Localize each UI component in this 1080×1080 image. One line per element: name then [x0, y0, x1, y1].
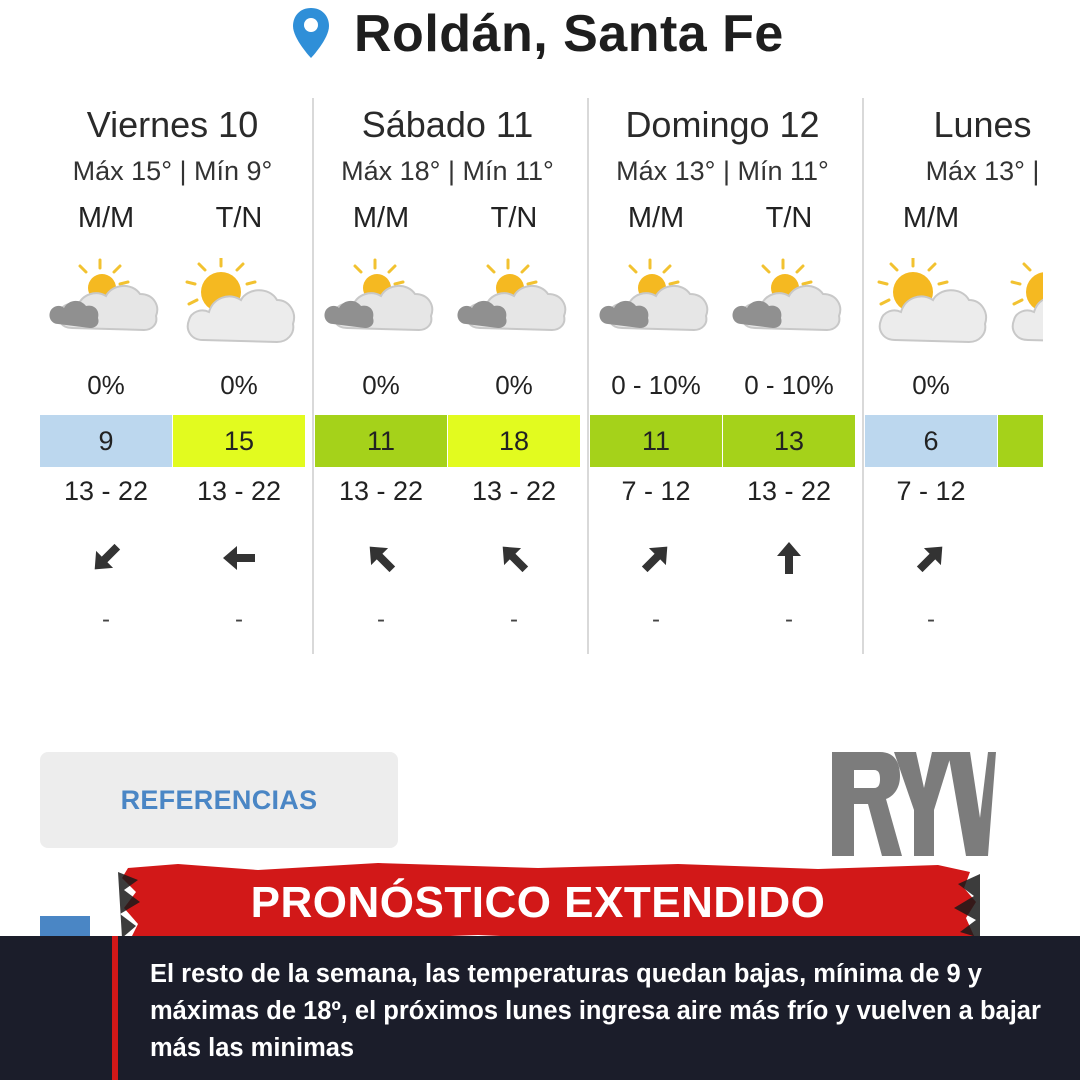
- period-label: M/M: [77, 202, 135, 234]
- temperature-cell: 15: [173, 415, 305, 467]
- gust-value: -: [927, 606, 935, 633]
- sun-cloud-icon: [873, 256, 989, 348]
- ryv-logo: [828, 748, 998, 860]
- wind-speed-range: 7 - 12: [621, 476, 691, 506]
- caption-text: El resto de la semana, las temperaturas …: [150, 960, 1041, 1062]
- rain-probability: 0 - 10%: [744, 370, 834, 400]
- caption-panel: [0, 936, 1080, 1080]
- sun-cloud-icon: [181, 256, 297, 348]
- temperature-cell: 9: [40, 415, 172, 467]
- cloud-sun-icon: [598, 258, 714, 348]
- temperature-cell: 11: [315, 415, 447, 467]
- wind-speed-range: 13 - 22: [746, 476, 832, 506]
- cloud-sun-icon: [731, 258, 847, 348]
- period-column: T/N 0% 15 13 - 22 -: [173, 98, 305, 658]
- period-label: T/N: [490, 202, 538, 234]
- period-column: M/M 0 - 10% 11 7 - 12 -: [590, 98, 722, 658]
- day-divider: [862, 98, 864, 654]
- partial-blue-element: [40, 916, 90, 938]
- rain-probability: 0%: [495, 370, 533, 400]
- arrow-up-right-icon: [636, 538, 676, 578]
- rain-probability: 0%: [912, 370, 950, 400]
- period-column: T7: [998, 98, 1043, 658]
- temperature-cell: [998, 415, 1043, 467]
- forecast-days[interactable]: Viernes 10 Máx 15° | Mín 9° M/M 0% 9 13 - 22 -…: [40, 98, 1043, 658]
- period-column: T/N 0 - 10% 13 13 - 22 -: [723, 98, 855, 658]
- cloud-sun-icon: [456, 258, 572, 348]
- arrow-up-left-icon: [494, 538, 534, 578]
- period-column: M/M 0% 6 7 - 12 -: [865, 98, 997, 658]
- gust-value: -: [235, 606, 243, 633]
- day-divider: [587, 98, 589, 654]
- temperature-cell: 11: [590, 415, 722, 467]
- day-name: Lunes 1: [933, 104, 1043, 145]
- temperature-cell: 6: [865, 415, 997, 467]
- wind-speed-range: 13 - 22: [63, 476, 149, 506]
- references-button-label: REFERENCIAS: [120, 785, 318, 815]
- references-button[interactable]: REFERENCIAS: [40, 752, 398, 848]
- period-label: T: [998, 202, 1043, 235]
- rain-probability: 0%: [87, 370, 125, 400]
- gust-value: -: [652, 606, 660, 633]
- wind-speed-range: 7: [998, 476, 1043, 507]
- rain-probability: 0%: [220, 370, 258, 400]
- gust-value: -: [377, 606, 385, 633]
- gust-value: -: [510, 606, 518, 633]
- period-label: M/M: [902, 202, 960, 234]
- period-column: T/N 0% 18 13 - 22 -: [448, 98, 580, 658]
- banner-brush-background: [118, 863, 980, 941]
- period-label: M/M: [627, 202, 685, 234]
- day-name: Sábado 11: [361, 104, 534, 145]
- wind-speed-range: 13 - 22: [196, 476, 282, 506]
- arrow-up-right-icon: [911, 538, 951, 578]
- banner-title: PRONÓSTICO EXTENDIDO: [250, 878, 826, 927]
- day-max-min: Máx 18° | Mín 11°: [341, 156, 554, 186]
- wind-speed-range: 13 - 22: [338, 476, 424, 506]
- location-title: Roldán, Santa Fe: [354, 5, 784, 63]
- day-column: Viernes 10 Máx 15° | Mín 9° M/M 0% 9 13 - 22 -…: [40, 98, 315, 658]
- day-name: Domingo 12: [625, 104, 820, 145]
- cloud-sun-icon: [323, 258, 439, 348]
- header: Roldán, Santa Fe: [0, 0, 1080, 80]
- temperature-cell: 13: [723, 415, 855, 467]
- cloud-sun-icon: [48, 258, 164, 348]
- day-divider: [312, 98, 314, 654]
- gust-value: -: [102, 606, 110, 633]
- period-column: M/M 0% 11 13 - 22 -: [315, 98, 447, 658]
- rain-probability: 0 - 10%: [611, 370, 701, 400]
- arrow-left-icon: [219, 538, 259, 578]
- gust-value: -: [785, 606, 793, 633]
- day-column: Domingo 12 Máx 13° | Mín 11° M/M 0 - 10% 11 7…: [590, 98, 865, 658]
- period-label: T/N: [765, 202, 813, 234]
- day-name: Viernes 10: [86, 104, 259, 145]
- caption-accent-bar: [112, 936, 118, 1080]
- temperature-cell: 18: [448, 415, 580, 467]
- day-column: Sábado 11 Máx 18° | Mín 11° M/M 0% 11 13 - 22…: [315, 98, 590, 658]
- wind-speed-range: 13 - 22: [471, 476, 557, 506]
- arrow-up-left-icon: [361, 538, 401, 578]
- wind-speed-range: 7 - 12: [896, 476, 966, 506]
- day-max-min: Máx 13° | Mín 11°: [616, 156, 829, 186]
- day-max-min: Máx 15° | Mín 9°: [72, 156, 273, 186]
- arrow-down-left-icon: [86, 538, 126, 578]
- sun-cloud-icon: [1006, 258, 1043, 348]
- location-pin-icon: [293, 8, 329, 58]
- day-max-min: Máx 13° | M: [925, 156, 1043, 186]
- arrow-up-icon: [769, 538, 809, 578]
- rain-probability: 0%: [362, 370, 400, 400]
- period-label: M/M: [352, 202, 410, 234]
- period-label: T/N: [215, 202, 263, 234]
- period-column: M/M 0% 9 13 - 22 -: [40, 98, 172, 658]
